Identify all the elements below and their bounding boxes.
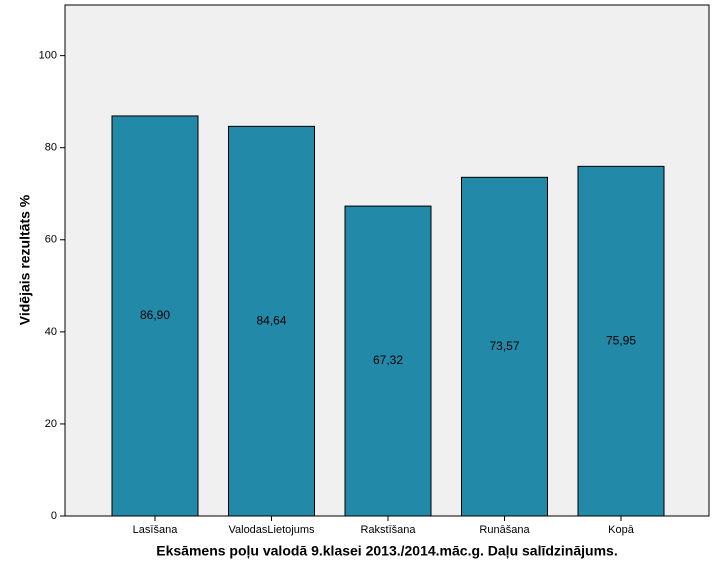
value-label: 84,64: [256, 313, 286, 327]
value-label: 67,32: [373, 353, 403, 367]
y-tick-label: 20: [45, 418, 57, 430]
value-label: 86,90: [140, 308, 170, 322]
bar: [344, 205, 432, 517]
x-tick-label: Runāšana: [479, 524, 530, 536]
y-axis-title: Vidējais rezultāts %: [17, 194, 33, 325]
x-tick-label: Rakstīšana: [360, 524, 416, 536]
x-tick-label: ValodasLietojums: [228, 524, 315, 536]
y-tick-label: 0: [51, 510, 57, 522]
value-label: 75,95: [606, 333, 636, 347]
y-tick-label: 60: [45, 234, 57, 246]
x-axis-title: Eksāmens poļu valodā 9.klasei 2013./2014…: [156, 543, 617, 559]
x-tick-label: Kopā: [608, 524, 635, 536]
y-tick-label: 40: [45, 326, 57, 338]
bar: [577, 165, 665, 517]
y-tick-label: 80: [45, 142, 57, 154]
y-tick-label: 100: [39, 50, 57, 62]
x-tick-label: Lasīšana: [133, 524, 179, 536]
bar: [228, 125, 315, 517]
bar: [111, 115, 199, 517]
value-label: 73,57: [489, 339, 519, 353]
